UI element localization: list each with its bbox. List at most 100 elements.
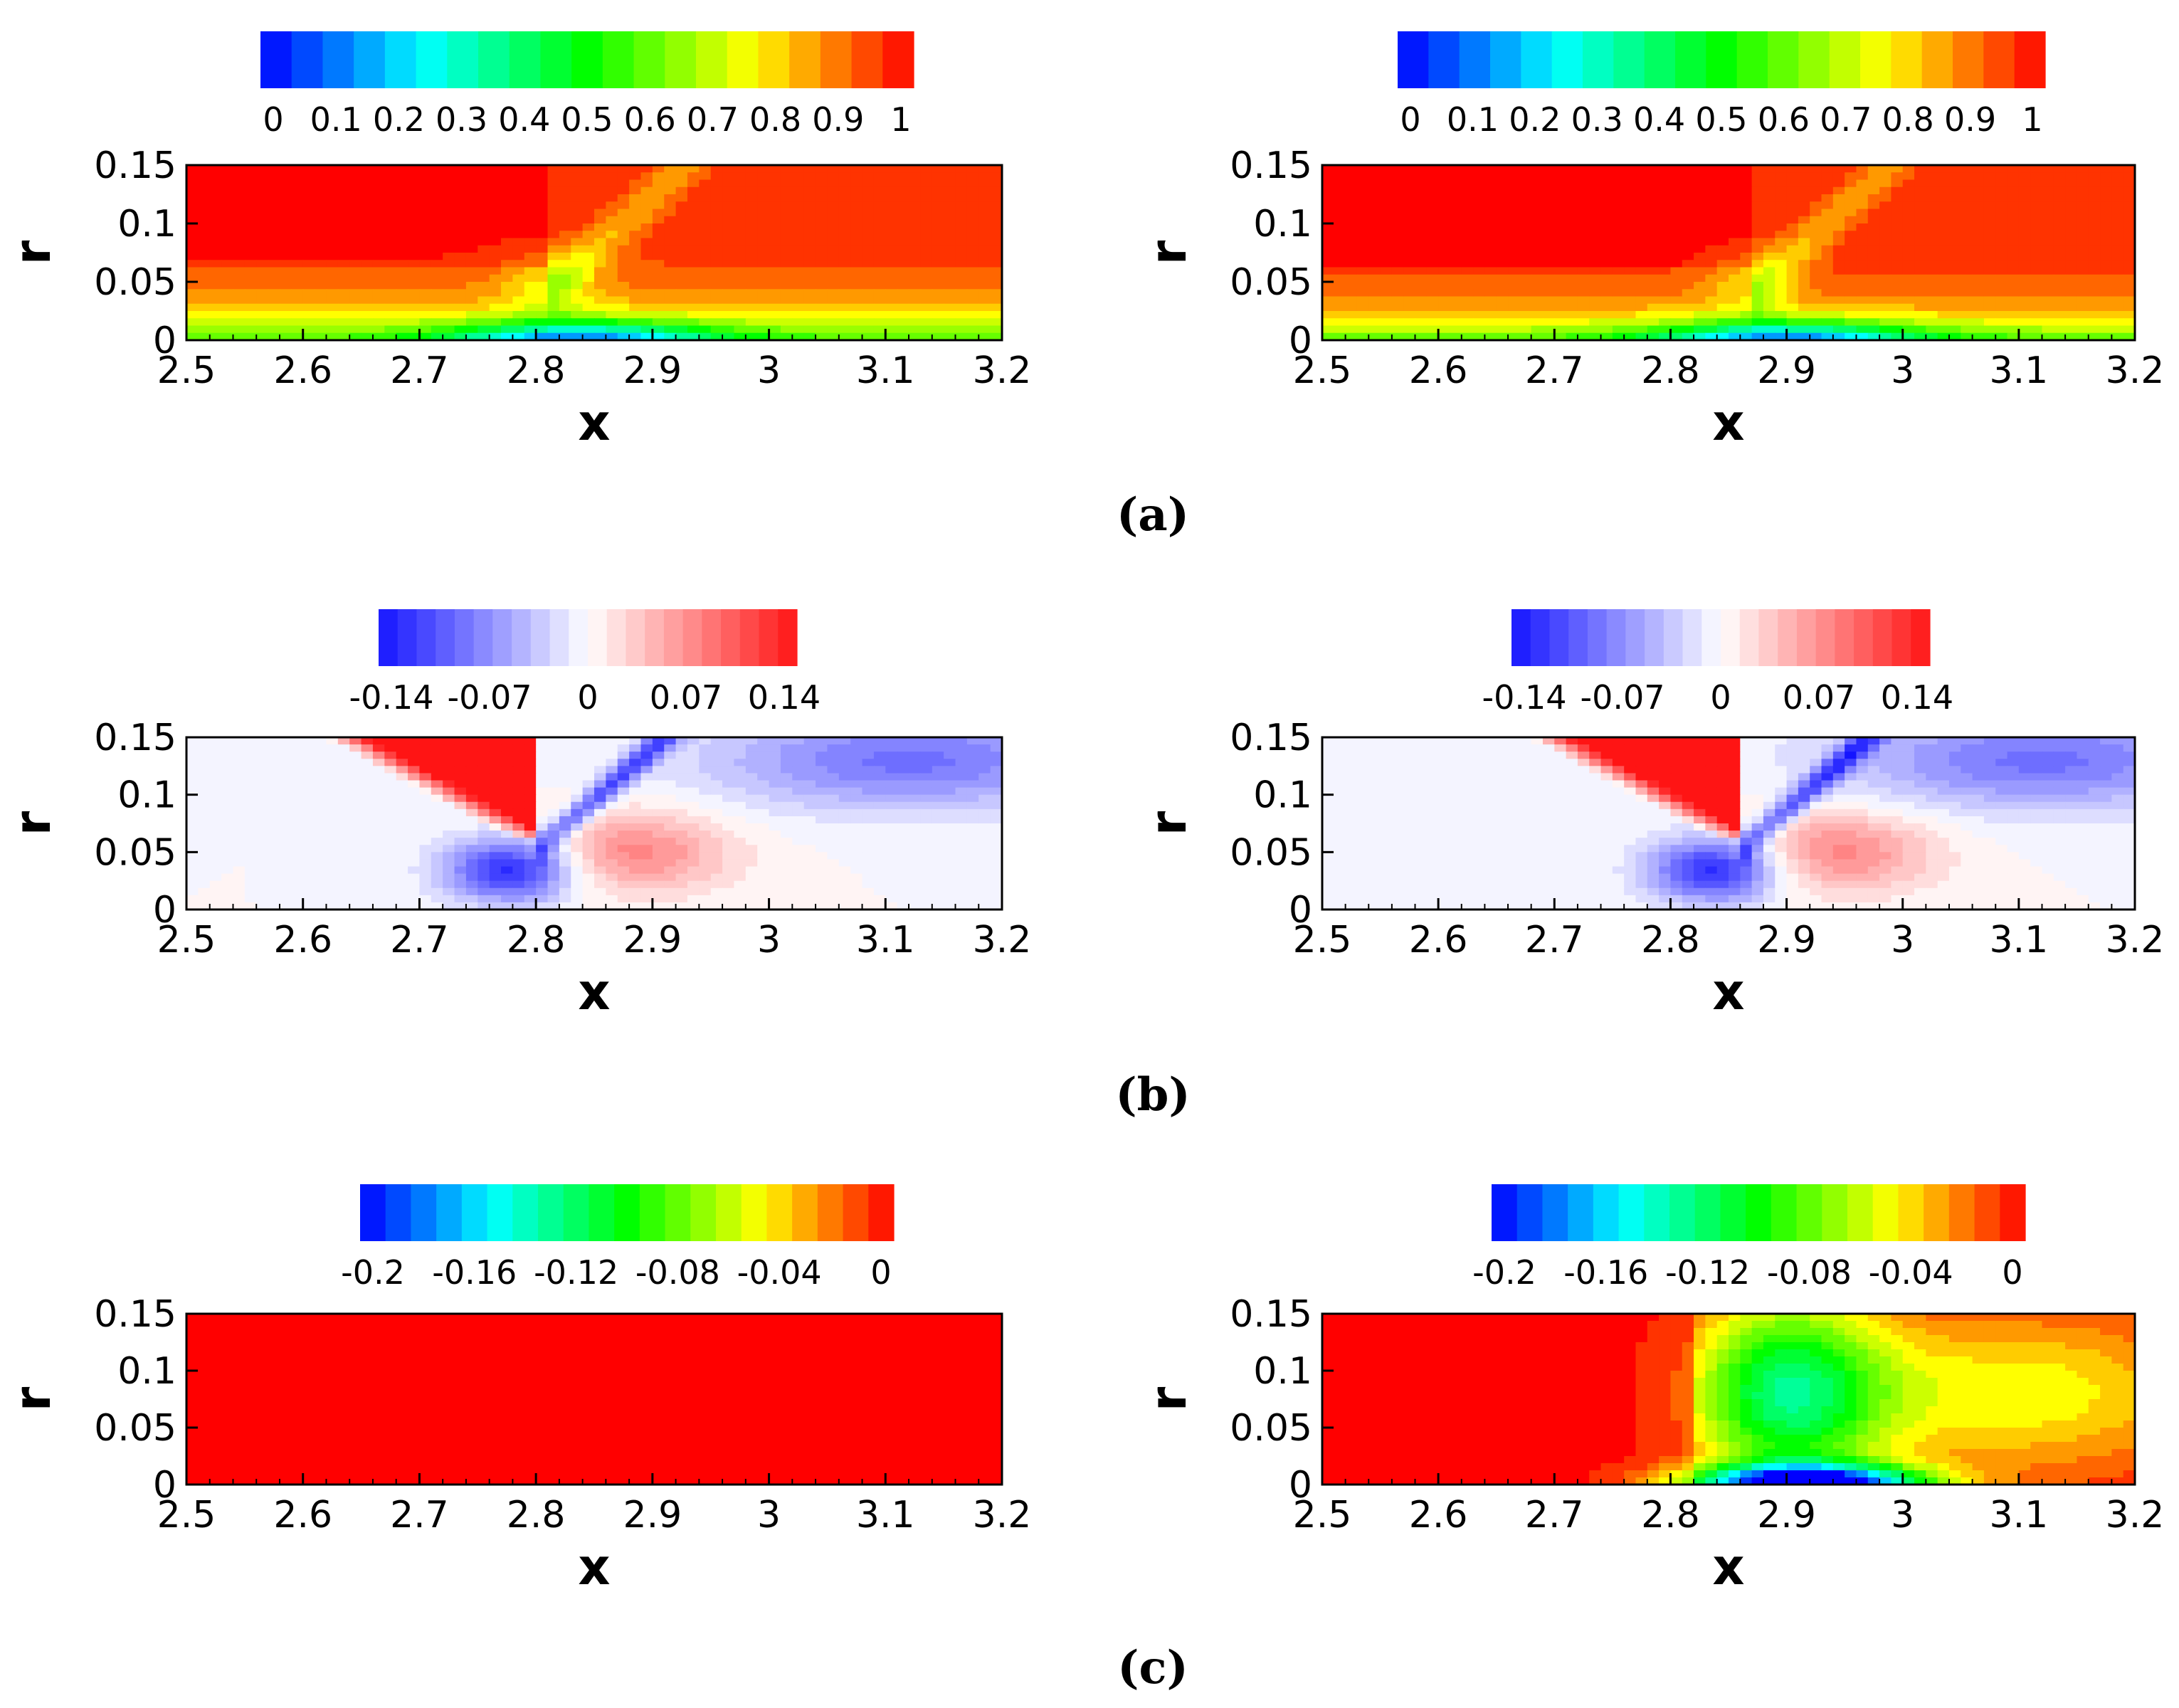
heat-cell xyxy=(1566,209,1578,217)
heat-cell xyxy=(1356,223,1369,231)
heat-cell xyxy=(769,165,781,173)
heat-cell xyxy=(1624,274,1637,283)
heat-cell xyxy=(2042,216,2054,224)
heat-cell xyxy=(2088,201,2101,210)
heat-cell xyxy=(1496,194,1509,202)
heat-cell xyxy=(909,231,922,239)
heat-cell xyxy=(1380,194,1393,202)
heat-cell xyxy=(734,282,746,290)
heat-cell xyxy=(256,759,269,767)
heat-cell xyxy=(454,773,467,781)
heat-cell xyxy=(291,859,304,868)
heat-cell xyxy=(1531,289,1544,297)
heat-cell xyxy=(1682,274,1694,283)
heat-cell xyxy=(233,296,246,305)
heat-cell xyxy=(1473,274,1486,283)
heat-cell xyxy=(1948,186,1961,195)
heat-cell xyxy=(850,253,863,260)
heat-cell xyxy=(1345,194,1358,202)
heat-cell xyxy=(990,186,1003,195)
heat-cell xyxy=(827,201,840,210)
colorbar-swatch xyxy=(739,609,760,666)
heat-cell xyxy=(1438,253,1451,260)
heat-cell xyxy=(431,859,443,868)
heat-cell xyxy=(699,838,712,845)
heat-cell xyxy=(862,253,875,260)
heat-cell xyxy=(478,282,490,290)
heat-cell xyxy=(524,823,537,831)
heat-cell xyxy=(1624,260,1637,268)
heat-cell xyxy=(1542,231,1555,239)
heat-cell xyxy=(1438,238,1451,246)
heat-cell xyxy=(2077,186,2089,195)
x-tick-label: 2.5 xyxy=(1293,349,1352,392)
heat-cell xyxy=(629,859,642,868)
heat-cell xyxy=(594,773,607,781)
heat-cell xyxy=(966,201,979,210)
heat-cell xyxy=(1856,274,1869,283)
heat-cell xyxy=(454,831,467,838)
heat-cell xyxy=(244,787,257,796)
heat-cell xyxy=(443,852,455,860)
heat-cell xyxy=(1554,216,1567,224)
heat-cell xyxy=(302,223,315,231)
heat-cell xyxy=(186,823,199,831)
heat-cell xyxy=(2030,238,2043,246)
heat-cell xyxy=(1914,223,1927,231)
heat-cell xyxy=(372,808,386,817)
heat-cell xyxy=(547,296,560,305)
heat-cell xyxy=(640,179,653,188)
heat-cell xyxy=(664,801,677,810)
heat-cell xyxy=(384,794,397,803)
heat-cell xyxy=(1577,274,1590,283)
heat-cell xyxy=(524,165,537,173)
heat-cell xyxy=(897,311,909,319)
heat-cell xyxy=(315,831,327,838)
colorbar-tick-label: 0.9 xyxy=(1944,100,1996,139)
heat-cell xyxy=(1473,303,1486,312)
heat-cell xyxy=(1775,238,1788,246)
heat-cell xyxy=(838,216,851,224)
heat-cell xyxy=(478,238,490,246)
heat-cell xyxy=(687,759,700,767)
heat-cell xyxy=(1798,201,1810,210)
heat-cell xyxy=(1705,325,1718,334)
heat-cell xyxy=(244,223,257,231)
heat-cell xyxy=(547,245,560,253)
heat-cell xyxy=(640,816,653,824)
heat-cell xyxy=(372,201,386,210)
y-tick-label: 0 xyxy=(153,320,176,362)
heat-cell xyxy=(547,231,560,239)
heat-cell xyxy=(244,773,257,781)
heat-cell xyxy=(792,823,805,831)
heat-cell xyxy=(268,216,280,224)
heat-cell xyxy=(1368,245,1381,253)
heat-cell xyxy=(1856,231,1869,239)
heat-cell xyxy=(302,296,315,305)
heat-cell xyxy=(489,311,502,319)
heat-cell xyxy=(780,744,793,752)
heat-cell xyxy=(1531,303,1544,312)
heat-cell xyxy=(1670,165,1683,173)
heat-cell xyxy=(571,216,584,224)
heat-cell xyxy=(1983,318,1996,327)
heat-cell xyxy=(780,201,793,210)
heat-cell xyxy=(990,859,1003,868)
heat-cell xyxy=(512,852,525,860)
heat-cell xyxy=(1612,238,1625,246)
heat-cell xyxy=(1845,165,1857,173)
heat-cell xyxy=(1867,274,1880,283)
heat-cell xyxy=(1995,194,2008,202)
heat-cell xyxy=(501,186,514,195)
heat-cell xyxy=(501,194,514,202)
colorbar-tick-label: 0.2 xyxy=(1509,100,1561,139)
heat-cell xyxy=(722,773,735,781)
heat-cell xyxy=(372,311,386,319)
heat-cell xyxy=(1438,194,1451,202)
heat-cell xyxy=(780,737,793,745)
heat-cell xyxy=(2007,318,2020,327)
heat-cell xyxy=(838,194,851,202)
heat-cell xyxy=(1624,186,1637,195)
heat-cell xyxy=(722,231,735,239)
heat-cell xyxy=(465,245,478,253)
